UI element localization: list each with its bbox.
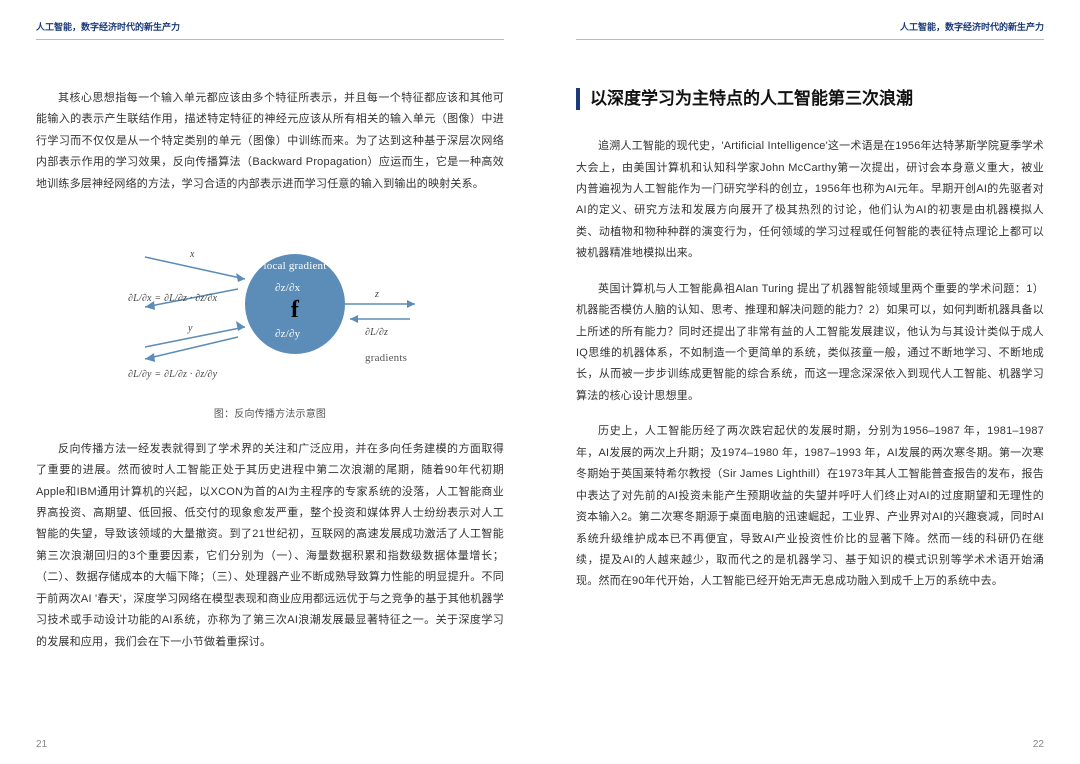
diagram-caption: 图：反向传播方法示意图 bbox=[214, 405, 326, 425]
right-body: 追溯人工智能的现代史，'Artificial Intelligence'这一术语… bbox=[576, 136, 1044, 607]
z-arrow-head bbox=[407, 300, 415, 308]
chain-y: ∂L/∂y = ∂L/∂z · ∂z/∂y bbox=[128, 369, 218, 380]
dldz-label: ∂L/∂z bbox=[365, 327, 388, 338]
y-label: y bbox=[187, 323, 193, 334]
x-arrow bbox=[145, 257, 245, 279]
backprop-diagram: local gradient ∂z/∂x f ∂z/∂y x ∂L/∂x = ∂… bbox=[36, 209, 504, 425]
right-para-1: 追溯人工智能的现代史，'Artificial Intelligence'这一术语… bbox=[576, 136, 1044, 265]
diagram-svg: local gradient ∂z/∂x f ∂z/∂y x ∂L/∂x = ∂… bbox=[110, 209, 430, 399]
x-label: x bbox=[189, 249, 195, 260]
y-arrow bbox=[145, 327, 245, 347]
f-label: f bbox=[291, 297, 300, 323]
page-left: 人工智能，数字经济时代的新生产力 其核心思想指每一个输入单元都应该由多个特征所表… bbox=[0, 0, 540, 764]
page-number-left: 21 bbox=[36, 739, 47, 750]
left-body: 其核心思想指每一个输入单元都应该由多个特征所表示，并且每一个特征都应该和其他可能… bbox=[36, 88, 504, 667]
z-label: z bbox=[374, 289, 379, 300]
chain-x: ∂L/∂x = ∂L/∂z · ∂z/∂x bbox=[128, 293, 218, 304]
left-para-1: 其核心思想指每一个输入单元都应该由多个特征所表示，并且每一个特征都应该和其他可能… bbox=[36, 88, 504, 195]
header-left: 人工智能，数字经济时代的新生产力 bbox=[36, 20, 504, 40]
left-para-2: 反向传播方法一经发表就得到了学术界的关注和广泛应用，并在多向任务建模的方面取得了… bbox=[36, 439, 504, 653]
y-arrow-head bbox=[236, 321, 245, 331]
dzdy-in: ∂z/∂y bbox=[275, 328, 301, 340]
section-title: 以深度学习为主特点的人工智能第三次浪潮 bbox=[576, 88, 1044, 110]
header-right: 人工智能，数字经济时代的新生产力 bbox=[576, 20, 1044, 40]
y-back-arrow bbox=[145, 337, 238, 359]
page-right: 人工智能，数字经济时代的新生产力 以深度学习为主特点的人工智能第三次浪潮 追溯人… bbox=[540, 0, 1080, 764]
local-gradient-label: local gradient bbox=[264, 260, 327, 272]
right-para-3: 历史上，人工智能历经了两次跌宕起伏的发展时期，分别为1956–1987 年，19… bbox=[576, 421, 1044, 593]
dldz-head bbox=[350, 315, 358, 323]
page-number-right: 22 bbox=[1033, 739, 1044, 750]
right-para-2: 英国计算机与人工智能鼻祖Alan Turing 提出了机器智能领域里两个重要的学… bbox=[576, 279, 1044, 408]
dzdx-in: ∂z/∂x bbox=[275, 282, 301, 294]
x-arrow-head bbox=[236, 273, 245, 282]
gradients-label: gradients bbox=[365, 352, 407, 364]
y-back-head bbox=[145, 353, 155, 362]
